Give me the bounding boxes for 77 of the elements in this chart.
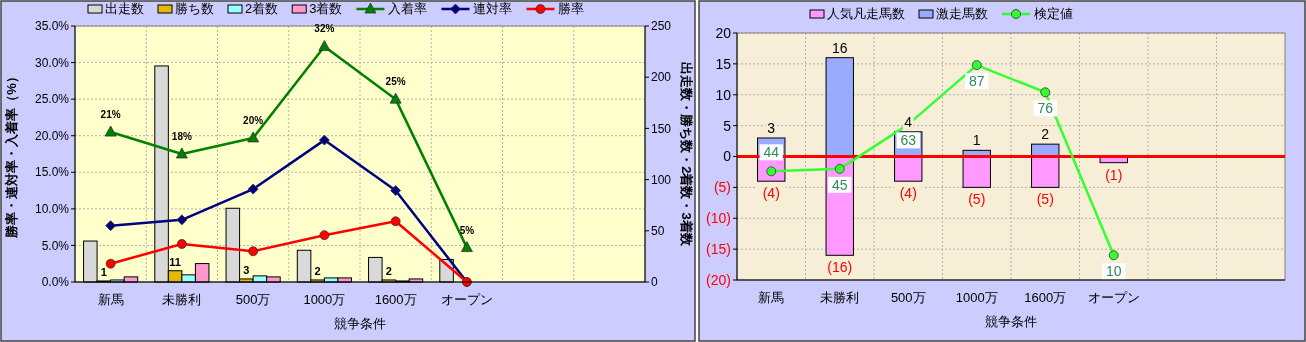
x-tick-label: 新馬	[758, 290, 785, 305]
y-tick-label: 20.0%	[34, 128, 70, 143]
y2-axis-title: 出走数・勝ち数・2着数・3着数	[679, 62, 694, 247]
legend-label: 入着率	[388, 1, 428, 16]
y2-tick-label: 100	[651, 172, 672, 187]
x-axis-title: 競争条件	[985, 314, 1037, 329]
y-tick-label: 10.0%	[34, 202, 70, 217]
data-label: 20%	[243, 114, 264, 126]
data-label: 3	[243, 263, 250, 276]
x-tick-label: 1600万	[374, 292, 417, 307]
x-tick-label: 未勝利	[162, 292, 202, 307]
data-label: 2	[314, 264, 321, 277]
y-tick-label: 5.0%	[41, 238, 70, 253]
x-tick-label: 500万	[890, 290, 926, 305]
data-label: (16)	[827, 259, 853, 276]
data-label: 3	[767, 119, 776, 136]
data-label: 44	[763, 144, 780, 161]
y-tick-label: 10	[715, 86, 732, 103]
legend-label: 2着数	[245, 1, 279, 16]
data-label: 1	[100, 265, 107, 278]
x-tick-label: 1600万	[1024, 290, 1067, 305]
legend-label: 連対率	[473, 1, 513, 16]
legend-label: 3着数	[309, 1, 343, 16]
y-tick-label: 30.0%	[34, 55, 70, 70]
y2-tick-label: 200	[651, 70, 672, 85]
y-tick-label: 20	[715, 24, 732, 41]
legend-label: 出走数	[105, 1, 144, 16]
x-tick-label: 未勝利	[820, 290, 860, 305]
x-tick-label: オープン	[440, 292, 493, 307]
y-tick-label: 35.0%	[34, 19, 70, 34]
data-label: (4)	[899, 185, 917, 202]
y-tick-label: (15)	[706, 241, 731, 258]
y2-tick-label: 250	[651, 19, 672, 34]
data-label: 2	[385, 264, 392, 277]
x-tick-label: 500万	[235, 292, 271, 307]
y-tick-label: (20)	[706, 271, 731, 288]
y-tick-label: 15	[715, 55, 732, 72]
data-label: 2	[1041, 126, 1050, 143]
y-tick-label: (10)	[706, 210, 731, 227]
x-tick-label: オープン	[1087, 290, 1140, 305]
data-label: (5)	[968, 191, 986, 208]
data-label: 87	[968, 73, 985, 90]
x-axis-title: 競争条件	[334, 316, 386, 331]
y2-tick-label: 0	[651, 275, 658, 290]
data-label: (1)	[1105, 166, 1123, 183]
data-label: 10	[1105, 263, 1122, 280]
y2-tick-label: 50	[651, 224, 665, 238]
data-label: 21%	[100, 109, 121, 121]
y-tick-label: 15.0%	[34, 165, 70, 180]
data-label: 4	[904, 113, 913, 130]
legend-label: 激走馬数	[936, 6, 988, 21]
data-label: 5%	[459, 224, 475, 236]
data-label: 11	[169, 255, 181, 268]
y-tick-label: (5)	[713, 179, 731, 196]
data-label: (5)	[1036, 191, 1054, 208]
data-label: 32%	[314, 23, 335, 35]
x-tick-label: 新馬	[97, 292, 124, 307]
data-label: 25%	[385, 76, 406, 88]
x-tick-label: 1000万	[955, 290, 998, 305]
data-label: 76	[1037, 100, 1054, 117]
y-tick-label: 0.0%	[41, 275, 70, 290]
legend-label: 検定値	[1034, 6, 1073, 21]
y-axis-title: 勝率・連対率・入着率（%）	[4, 70, 19, 239]
x-tick-label: 1000万	[303, 292, 346, 307]
y2-tick-label: 150	[651, 121, 672, 136]
data-label: 45	[831, 176, 848, 193]
data-label: 16	[831, 39, 848, 56]
legend-label: 勝ち数	[175, 1, 214, 16]
data-label: 18%	[171, 131, 192, 142]
data-label: (4)	[762, 185, 780, 202]
y-tick-label: 25.0%	[34, 92, 70, 107]
data-label: 1	[972, 132, 981, 149]
y-tick-label: 5	[723, 117, 732, 134]
legend-label: 勝率	[558, 1, 585, 16]
data-label: 63	[900, 132, 917, 149]
y-tick-label: 0	[723, 148, 732, 165]
legend-label: 人気凡走馬数	[827, 6, 905, 21]
